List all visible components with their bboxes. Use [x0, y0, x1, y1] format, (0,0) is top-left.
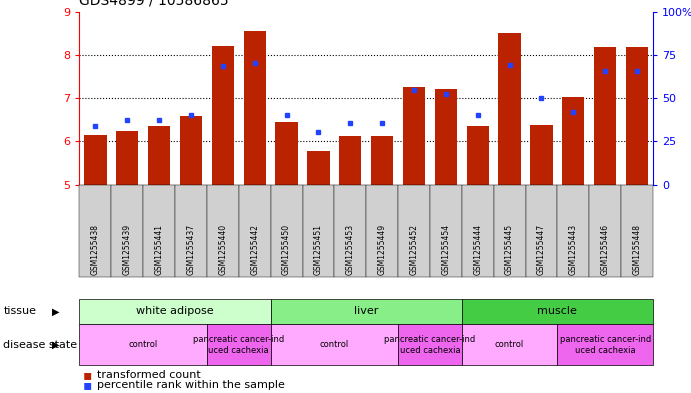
Text: percentile rank within the sample: percentile rank within the sample	[97, 380, 285, 390]
Bar	[626, 47, 648, 185]
Bar	[594, 47, 616, 185]
Text: GSM1255454: GSM1255454	[442, 224, 451, 275]
Text: GSM1255441: GSM1255441	[155, 224, 164, 275]
Text: GSM1255451: GSM1255451	[314, 224, 323, 275]
Bar	[180, 116, 202, 185]
Bar	[530, 125, 553, 185]
Text: ▶: ▶	[52, 340, 59, 350]
Text: tissue: tissue	[3, 307, 37, 316]
Text: GSM1255450: GSM1255450	[282, 224, 291, 275]
Bar	[243, 31, 266, 185]
Text: control: control	[129, 340, 158, 349]
Text: disease state: disease state	[3, 340, 77, 350]
Bar	[148, 126, 170, 185]
Text: GSM1255439: GSM1255439	[123, 224, 132, 275]
Text: GSM1255448: GSM1255448	[632, 224, 641, 275]
Text: GSM1255452: GSM1255452	[410, 224, 419, 275]
Bar	[562, 97, 585, 185]
Text: GSM1255444: GSM1255444	[473, 224, 482, 275]
Text: GSM1255447: GSM1255447	[537, 224, 546, 275]
Text: transformed count: transformed count	[97, 370, 200, 380]
Text: GSM1255438: GSM1255438	[91, 224, 100, 275]
Text: GSM1255443: GSM1255443	[569, 224, 578, 275]
Text: white adipose: white adipose	[136, 307, 214, 316]
Text: GSM1255440: GSM1255440	[218, 224, 227, 275]
Text: GDS4899 / 10586865: GDS4899 / 10586865	[79, 0, 229, 8]
Text: muscle: muscle	[538, 307, 578, 316]
Text: GSM1255449: GSM1255449	[378, 224, 387, 275]
Text: ▶: ▶	[52, 307, 59, 316]
Text: pancreatic cancer-ind
uced cachexia: pancreatic cancer-ind uced cachexia	[193, 335, 285, 354]
Bar	[84, 135, 106, 185]
Text: GSM1255446: GSM1255446	[600, 224, 609, 275]
Bar	[211, 46, 234, 185]
Text: GSM1255453: GSM1255453	[346, 224, 354, 275]
Text: control: control	[320, 340, 349, 349]
Bar	[307, 151, 330, 185]
Bar	[435, 89, 457, 185]
Text: pancreatic cancer-ind
uced cachexia: pancreatic cancer-ind uced cachexia	[384, 335, 475, 354]
Bar	[371, 136, 393, 185]
Text: pancreatic cancer-ind
uced cachexia: pancreatic cancer-ind uced cachexia	[560, 335, 651, 354]
Text: GSM1255442: GSM1255442	[250, 224, 259, 275]
Bar	[276, 122, 298, 185]
Bar	[339, 136, 361, 185]
Text: liver: liver	[354, 307, 379, 316]
Text: ▪: ▪	[83, 368, 93, 382]
Text: ▪: ▪	[83, 378, 93, 392]
Bar	[403, 87, 425, 185]
Text: control: control	[495, 340, 524, 349]
Text: GSM1255445: GSM1255445	[505, 224, 514, 275]
Bar	[116, 130, 138, 185]
Bar	[498, 33, 521, 185]
Bar	[466, 126, 489, 185]
Text: GSM1255437: GSM1255437	[187, 224, 196, 275]
